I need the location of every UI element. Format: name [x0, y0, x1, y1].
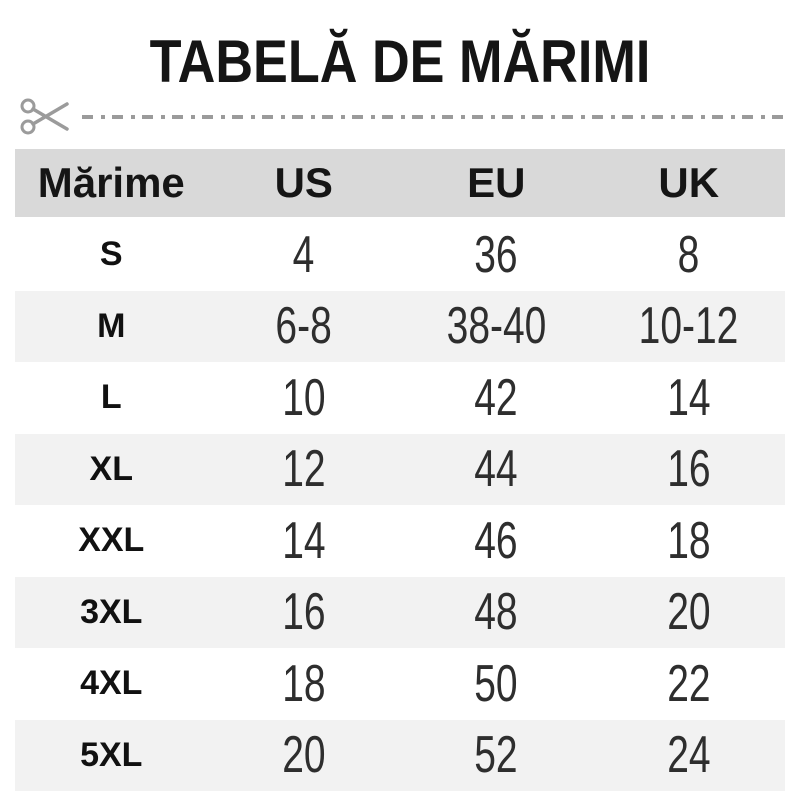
uk-cell-wrap: 8 [593, 219, 786, 291]
size-cell-wrap: L [15, 362, 208, 434]
uk-cell: 8 [677, 225, 700, 284]
eu-cell: 50 [474, 654, 518, 713]
size-cell-wrap: M [15, 291, 208, 363]
uk-cell-wrap: 14 [593, 362, 786, 434]
us-cell: 18 [282, 654, 326, 713]
size-cell: XXL [78, 521, 145, 560]
eu-cell-wrap: 48 [400, 577, 593, 649]
uk-cell: 14 [667, 368, 711, 427]
eu-cell-wrap: 46 [400, 505, 593, 577]
us-cell: 10 [282, 368, 326, 427]
eu-cell-wrap: 38-40 [400, 291, 593, 363]
us-cell-wrap: 18 [208, 648, 401, 720]
uk-cell-wrap: 10-12 [593, 291, 786, 363]
size-cell: 5XL [80, 735, 143, 774]
us-cell: 14 [282, 511, 326, 570]
size-cell: 4XL [80, 664, 143, 703]
table-row: S 4 36 8 [15, 219, 785, 291]
size-cell-wrap: 4XL [15, 648, 208, 720]
us-cell-wrap: 20 [208, 720, 401, 792]
header-us: US [274, 159, 333, 206]
cut-line [0, 96, 800, 142]
dashed-cut-line [82, 115, 790, 119]
uk-cell-wrap: 24 [593, 720, 786, 792]
eu-cell: 44 [474, 440, 518, 499]
eu-cell: 42 [474, 368, 518, 427]
uk-cell: 22 [667, 654, 711, 713]
table-row: M 6-8 38-40 10-12 [15, 290, 786, 363]
scissors-icon [20, 98, 69, 135]
uk-cell-wrap: 22 [593, 648, 786, 720]
size-cell-wrap: S [15, 219, 208, 291]
eu-cell-wrap: 36 [400, 219, 593, 291]
us-cell: 16 [282, 583, 326, 642]
size-table-body: S 4 36 8 M 6-8 38-40 10-12 L 10 42 [15, 219, 785, 791]
us-cell-wrap: 14 [208, 505, 401, 577]
size-cell: XL [89, 449, 133, 488]
uk-cell: 20 [667, 583, 711, 642]
us-cell-wrap: 16 [208, 577, 401, 649]
eu-cell: 48 [474, 583, 518, 642]
size-cell: S [99, 235, 123, 274]
header-uk: UK [658, 159, 720, 206]
uk-cell-wrap: 18 [593, 505, 786, 577]
us-cell: 20 [282, 726, 326, 785]
eu-cell: 46 [474, 511, 518, 570]
uk-cell-wrap: 16 [593, 434, 786, 506]
eu-cell: 52 [474, 726, 518, 785]
eu-cell-wrap: 44 [400, 434, 593, 506]
header-size: Mărime [37, 159, 185, 206]
eu-cell: 36 [474, 225, 518, 284]
size-cell: L [100, 378, 122, 417]
eu-cell-wrap: 50 [400, 648, 593, 720]
us-cell-wrap: 4 [208, 219, 401, 291]
page-title: TABELĂ DE MĂRIMI [149, 28, 651, 95]
uk-cell: 16 [667, 440, 711, 499]
table-row: XXL 14 46 18 [15, 505, 785, 577]
table-row: 3XL 16 48 20 [15, 576, 786, 649]
size-table: Mărime US EU UK S 4 36 8 M 6-8 38-40 10-… [15, 149, 785, 791]
uk-cell: 10-12 [638, 297, 739, 356]
size-cell: 3XL [80, 592, 143, 631]
us-cell: 12 [282, 440, 326, 499]
size-cell-wrap: 3XL [15, 577, 208, 649]
uk-cell: 18 [667, 511, 711, 570]
eu-cell: 38-40 [446, 297, 547, 356]
uk-cell: 24 [667, 726, 711, 785]
eu-cell-wrap: 52 [400, 720, 593, 792]
size-cell-wrap: 5XL [15, 720, 208, 792]
us-cell-wrap: 6-8 [208, 291, 401, 363]
us-cell: 4 [292, 225, 315, 284]
us-cell: 6-8 [275, 297, 332, 356]
eu-cell-wrap: 42 [400, 362, 593, 434]
table-row: 5XL 20 52 24 [15, 719, 786, 792]
us-cell-wrap: 12 [208, 434, 401, 506]
table-row: L 10 42 14 [15, 362, 785, 434]
size-cell-wrap: XL [15, 434, 208, 506]
table-row: XL 12 44 16 [15, 433, 786, 506]
uk-cell-wrap: 20 [593, 577, 786, 649]
us-cell-wrap: 10 [208, 362, 401, 434]
table-header-row: Mărime US EU UK [15, 149, 785, 217]
table-row: 4XL 18 50 22 [15, 648, 785, 720]
size-cell: M [97, 306, 126, 345]
header-eu: EU [467, 159, 526, 206]
size-cell-wrap: XXL [15, 505, 208, 577]
